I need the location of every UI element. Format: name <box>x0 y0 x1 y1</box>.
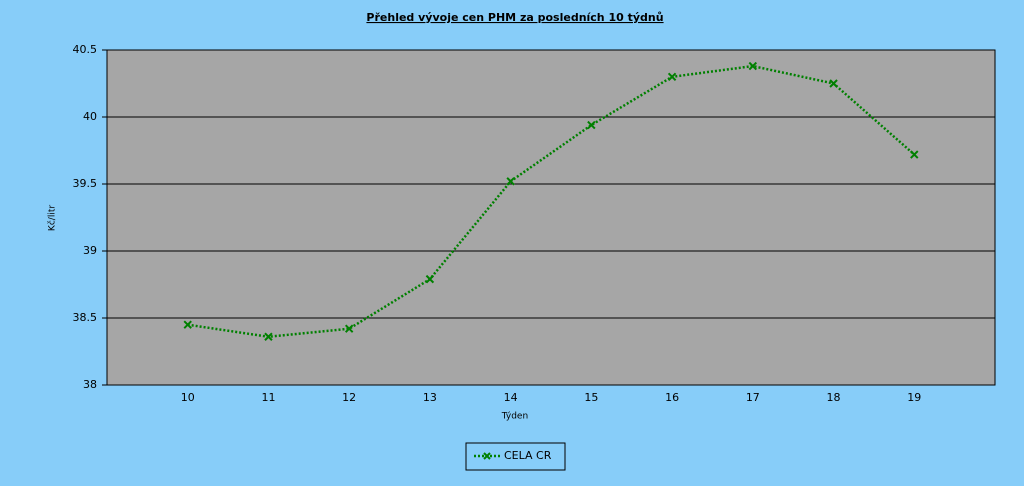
x-tick-label: 19 <box>907 391 921 404</box>
data-point <box>829 79 838 88</box>
x-tick-label: 16 <box>665 391 679 404</box>
y-tick-label: 39 <box>83 244 97 257</box>
y-tick-label: 38.5 <box>73 311 98 324</box>
legend-label: CELA CR <box>504 449 552 462</box>
x-tick-label: 15 <box>584 391 598 404</box>
x-tick-label: 18 <box>827 391 841 404</box>
data-point <box>506 177 515 186</box>
x-tick-label: 14 <box>504 391 518 404</box>
x-tick-label: 11 <box>261 391 275 404</box>
y-tick-label: 38 <box>83 378 97 391</box>
x-axis-label: Týden <box>501 412 528 422</box>
chart-title: Přehled vývoje cen PHM za posledních 10 … <box>366 11 663 24</box>
data-point <box>587 120 596 130</box>
data-point <box>344 324 354 333</box>
data-point <box>667 72 677 82</box>
plot-area <box>106 49 996 386</box>
y-tick-label: 40.5 <box>73 43 98 56</box>
x-tick-label: 13 <box>423 391 437 404</box>
y-axis-label: Kč/litr <box>47 205 58 231</box>
legend-box <box>465 442 566 471</box>
data-point <box>748 61 758 71</box>
legend-marker <box>483 452 491 460</box>
y-tick-label: 40 <box>83 110 97 123</box>
x-tick-label: 17 <box>746 391 760 404</box>
data-point <box>425 274 435 284</box>
data-point <box>910 150 919 159</box>
y-tick-label: 39.5 <box>73 177 98 190</box>
data-line <box>187 64 916 339</box>
data-point <box>264 332 273 341</box>
x-tick-label: 12 <box>342 391 356 404</box>
data-point <box>183 320 192 329</box>
x-tick-label: 10 <box>181 391 195 404</box>
